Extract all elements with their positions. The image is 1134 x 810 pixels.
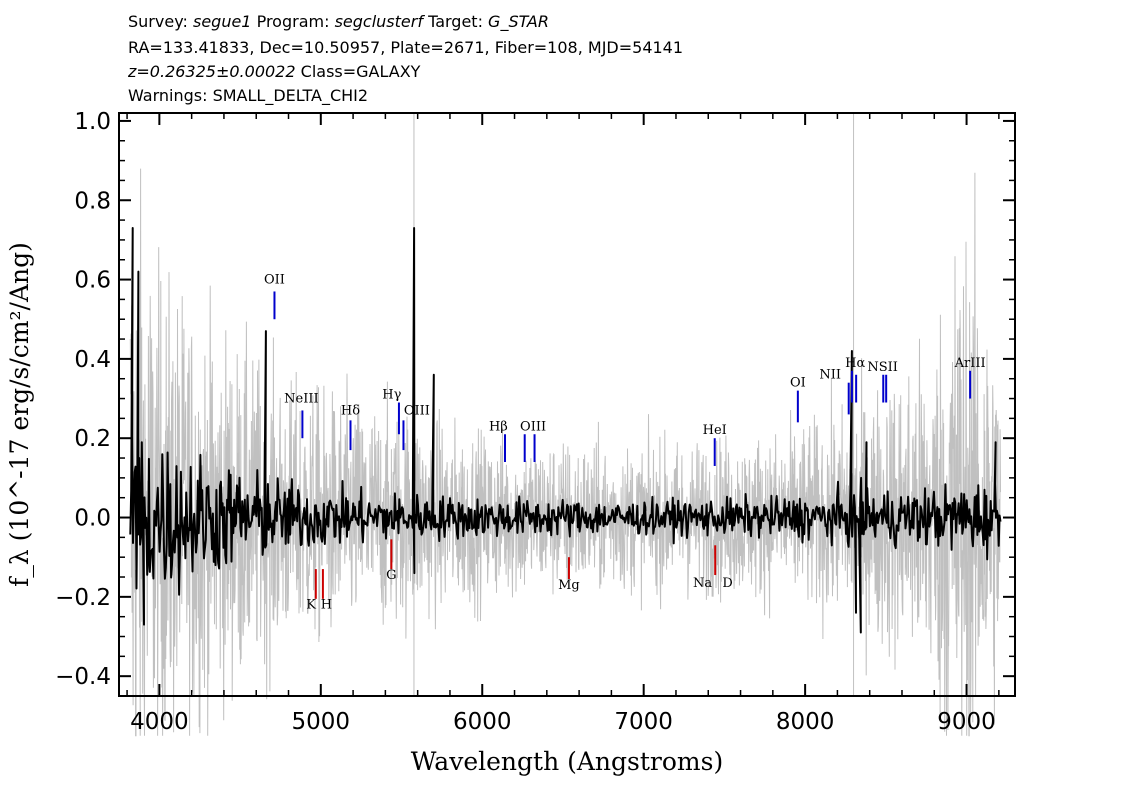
line-label-5: Hβ <box>489 419 508 434</box>
line-label-15: G <box>386 568 396 583</box>
noise-band-trace <box>129 168 1001 737</box>
x-tick-label-5: 9000 <box>937 709 996 735</box>
y-tick-label-1: −0.2 <box>55 585 111 611</box>
line-label-12: ArIII <box>954 356 986 371</box>
x-axis-title: Wavelength (Angstroms) <box>411 747 723 776</box>
line-label-16: Mg <box>558 578 580 593</box>
x-tick-label-3: 7000 <box>614 709 673 735</box>
program-label: Program: <box>256 12 330 31</box>
x-tick-label-1: 5000 <box>292 709 351 735</box>
noise-band <box>129 168 1001 737</box>
class-value: Class=GALAXY <box>300 62 421 81</box>
survey-value: segue1 <box>192 12 252 31</box>
x-tick-label-2: 6000 <box>453 709 512 735</box>
line-label-0: OII <box>264 273 285 288</box>
line-label-3: Hγ <box>382 388 401 403</box>
line-label-8: OI <box>790 376 806 391</box>
line-label-11: NSII <box>867 360 898 375</box>
target-label: Target: <box>428 12 483 31</box>
y-tick-label-7: 1.0 <box>74 109 111 135</box>
y-tick-label-0: −0.4 <box>55 664 111 690</box>
y-tick-label-4: 0.4 <box>74 347 111 373</box>
header-line-1: Survey: segue1 Program: segclusterf Targ… <box>128 12 549 31</box>
y-tick-label-6: 0.8 <box>74 188 111 214</box>
line-label-17: Na <box>693 576 712 591</box>
program-value: segclusterf <box>334 12 423 31</box>
line-label-18: D <box>722 576 732 591</box>
target-value: G_STAR <box>488 12 549 31</box>
line-label-6: OIII <box>520 419 546 434</box>
y-tick-label-2: 0.0 <box>74 506 111 532</box>
line-label-14: H <box>321 598 332 613</box>
line-label-4: OIII <box>404 403 430 418</box>
header-line-4: Warnings: SMALL_DELTA_CHI2 <box>128 86 369 105</box>
spectrum-trace <box>129 227 1002 634</box>
x-tick-label-0: 4000 <box>130 709 189 735</box>
line-label-13: K <box>306 598 316 613</box>
sky-lines <box>413 113 855 696</box>
redshift-value: z=0.26325±0.00022 <box>128 62 296 81</box>
header-line-3: z=0.26325±0.00022 Class=GALAXY <box>128 62 420 81</box>
y-tick-label-5: 0.6 <box>74 268 111 294</box>
survey-label: Survey: <box>128 12 188 31</box>
line-label-7: HeI <box>703 423 727 438</box>
y-tick-label-3: 0.2 <box>74 426 111 452</box>
line-label-1: NeIII <box>284 392 318 407</box>
y-axis-title: f_λ (10^-17 erg/s/cm²/Ang) <box>5 242 34 587</box>
x-tick-label-4: 8000 <box>776 709 835 735</box>
axis-ticks: 4000 5000 6000 7000 8000 9000 −0.4 −0.2 0.0 0.2 0.… <box>55 109 1015 735</box>
header-line-2: RA=133.41833, Dec=10.50957, Plate=2671, … <box>128 38 684 57</box>
line-label-10: Hα <box>845 356 865 371</box>
spectrum-series <box>129 227 1002 634</box>
plot-frame <box>118 112 1016 697</box>
line-label-9: NII <box>819 368 841 383</box>
line-label-2: Hδ <box>341 403 360 418</box>
